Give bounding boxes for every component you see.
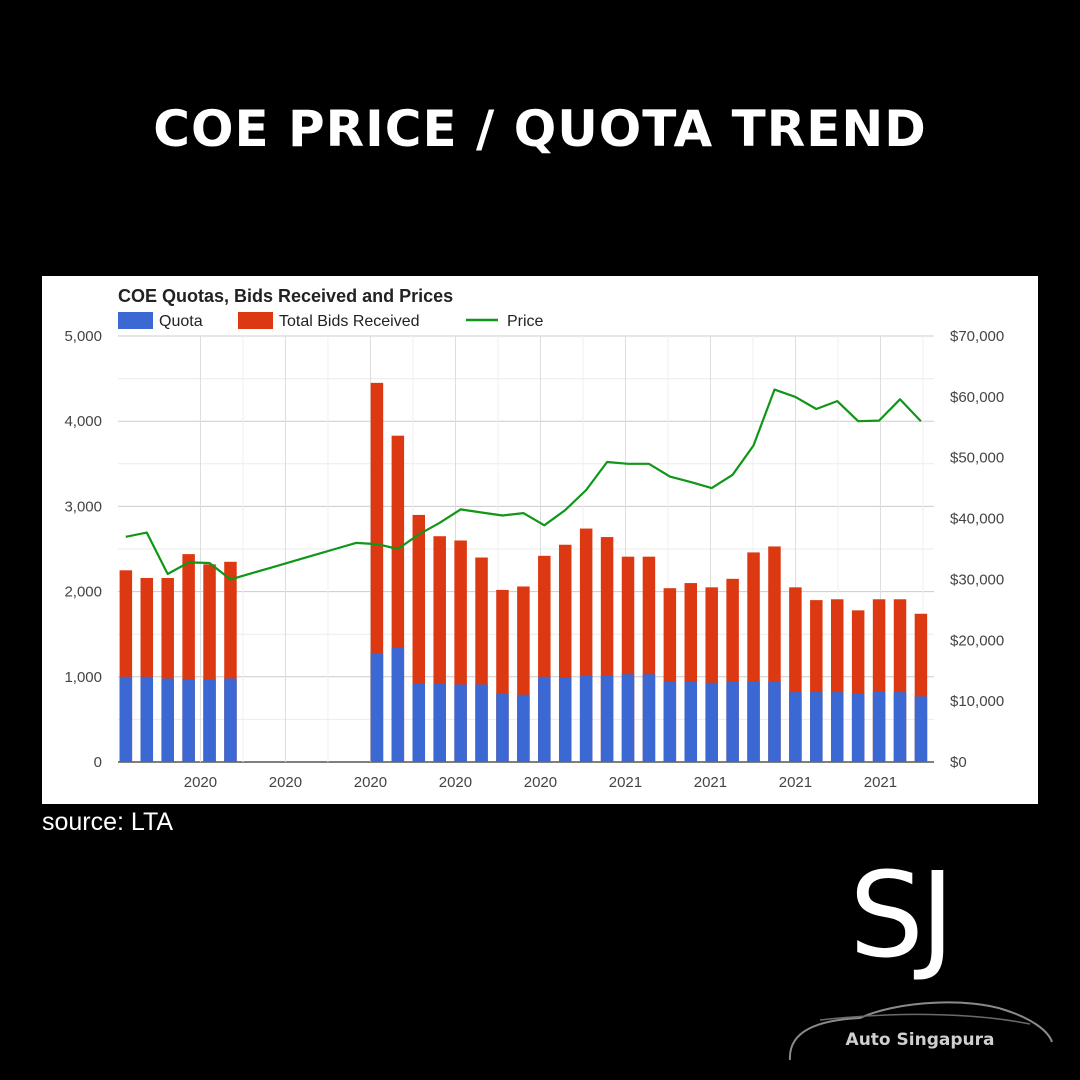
right-axis-tick-label: $70,000 bbox=[950, 328, 1004, 345]
coe-chart: 0 1,000 2,000 3,000 4,000 5,000 $0 $10,000 $20,0… bbox=[64, 286, 1004, 791]
bar-quota bbox=[747, 681, 760, 762]
bar-quota bbox=[579, 675, 593, 762]
bar-quota bbox=[600, 675, 614, 762]
car-silhouette-icon bbox=[788, 1001, 1053, 1061]
left-axis-tick-label: 1,000 bbox=[64, 669, 102, 686]
source-note: source: LTA bbox=[42, 808, 174, 836]
price-line-group bbox=[125, 388, 922, 581]
bar-quota bbox=[830, 692, 844, 762]
left-axis-tick-label: 3,000 bbox=[64, 498, 102, 515]
bar-quota bbox=[705, 682, 718, 762]
right-axis-tick-label: $50,000 bbox=[950, 450, 1004, 467]
left-axis-tick-label: 4,000 bbox=[64, 413, 102, 430]
bar-quota bbox=[224, 678, 237, 762]
legend-label-total-bids: Total Bids Received bbox=[279, 313, 420, 330]
x-axis-tick-label: 2021 bbox=[609, 774, 642, 791]
right-axis-tick-label: $60,000 bbox=[950, 389, 1004, 406]
x-axis-tick-label: 2020 bbox=[269, 774, 302, 791]
bar-quota bbox=[182, 678, 195, 762]
x-axis-tick-label: 2020 bbox=[439, 774, 472, 791]
bar-quota bbox=[726, 681, 739, 762]
legend-swatch-quota bbox=[118, 312, 153, 329]
brand-name: Auto Singapura bbox=[845, 1030, 995, 1050]
price-line bbox=[125, 388, 922, 581]
bar-quota bbox=[140, 676, 154, 762]
bar-quota bbox=[810, 692, 823, 762]
right-axis-tick-label: $0 bbox=[950, 754, 967, 771]
bar-quota bbox=[370, 652, 384, 762]
bar-quota bbox=[642, 674, 656, 762]
left-axis-tick-label: 2,000 bbox=[64, 584, 102, 601]
bar-quota bbox=[851, 693, 865, 762]
bar-quota bbox=[558, 677, 572, 762]
right-axis-tick-label: $30,000 bbox=[950, 571, 1004, 588]
bar-quota bbox=[538, 676, 551, 762]
axes: 0 1,000 2,000 3,000 4,000 5,000 $0 $10,000 $20,0… bbox=[64, 328, 1004, 791]
left-axis-tick-label: 5,000 bbox=[64, 328, 102, 345]
bar-quota bbox=[663, 681, 677, 762]
bar-quota bbox=[893, 692, 907, 762]
bar-quota bbox=[391, 647, 405, 762]
chart-title: COE Quotas, Bids Received and Prices bbox=[118, 286, 453, 306]
bar-quota bbox=[161, 678, 174, 762]
bar-quota bbox=[768, 681, 781, 762]
bar-quota bbox=[914, 696, 928, 762]
x-axis-tick-label: 2020 bbox=[524, 774, 557, 791]
right-axis-tick-label: $20,000 bbox=[950, 632, 1004, 649]
bar-quota bbox=[684, 681, 698, 762]
chart-panel: 0 1,000 2,000 3,000 4,000 5,000 $0 $10,000 $20,0… bbox=[42, 276, 1038, 804]
bar-quota bbox=[496, 693, 509, 762]
bars bbox=[119, 382, 928, 762]
headline: COE PRICE / QUOTA TREND bbox=[153, 100, 927, 158]
legend-label-price: Price bbox=[507, 313, 544, 330]
left-axis-tick-label: 0 bbox=[94, 754, 102, 771]
right-axis-tick-label: $40,000 bbox=[950, 511, 1004, 528]
bar-quota bbox=[433, 683, 446, 762]
x-axis-tick-label: 2020 bbox=[354, 774, 387, 791]
x-axis-tick-label: 2021 bbox=[779, 774, 812, 791]
bar-quota bbox=[412, 683, 426, 762]
x-axis-tick-label: 2021 bbox=[864, 774, 897, 791]
bar-quota bbox=[454, 684, 467, 762]
legend: Quota Total Bids Received Price bbox=[118, 312, 544, 330]
bar-quota bbox=[872, 691, 886, 762]
legend-label-quota: Quota bbox=[159, 313, 203, 330]
bar-quota bbox=[475, 684, 488, 762]
x-axis-tick-label: 2021 bbox=[694, 774, 727, 791]
bar-quota bbox=[203, 678, 216, 762]
bar-quota bbox=[517, 694, 530, 762]
bar-quota bbox=[789, 692, 802, 762]
x-axis-tick-label: 2020 bbox=[184, 774, 217, 791]
legend-swatch-total-bids bbox=[238, 312, 273, 329]
brand-logo: SJ Auto Singapura bbox=[780, 850, 1060, 1065]
bar-quota bbox=[621, 674, 635, 762]
right-axis-tick-label: $10,000 bbox=[950, 693, 1004, 710]
bar-quota bbox=[119, 676, 133, 762]
brand-monogram: SJ bbox=[849, 846, 955, 984]
